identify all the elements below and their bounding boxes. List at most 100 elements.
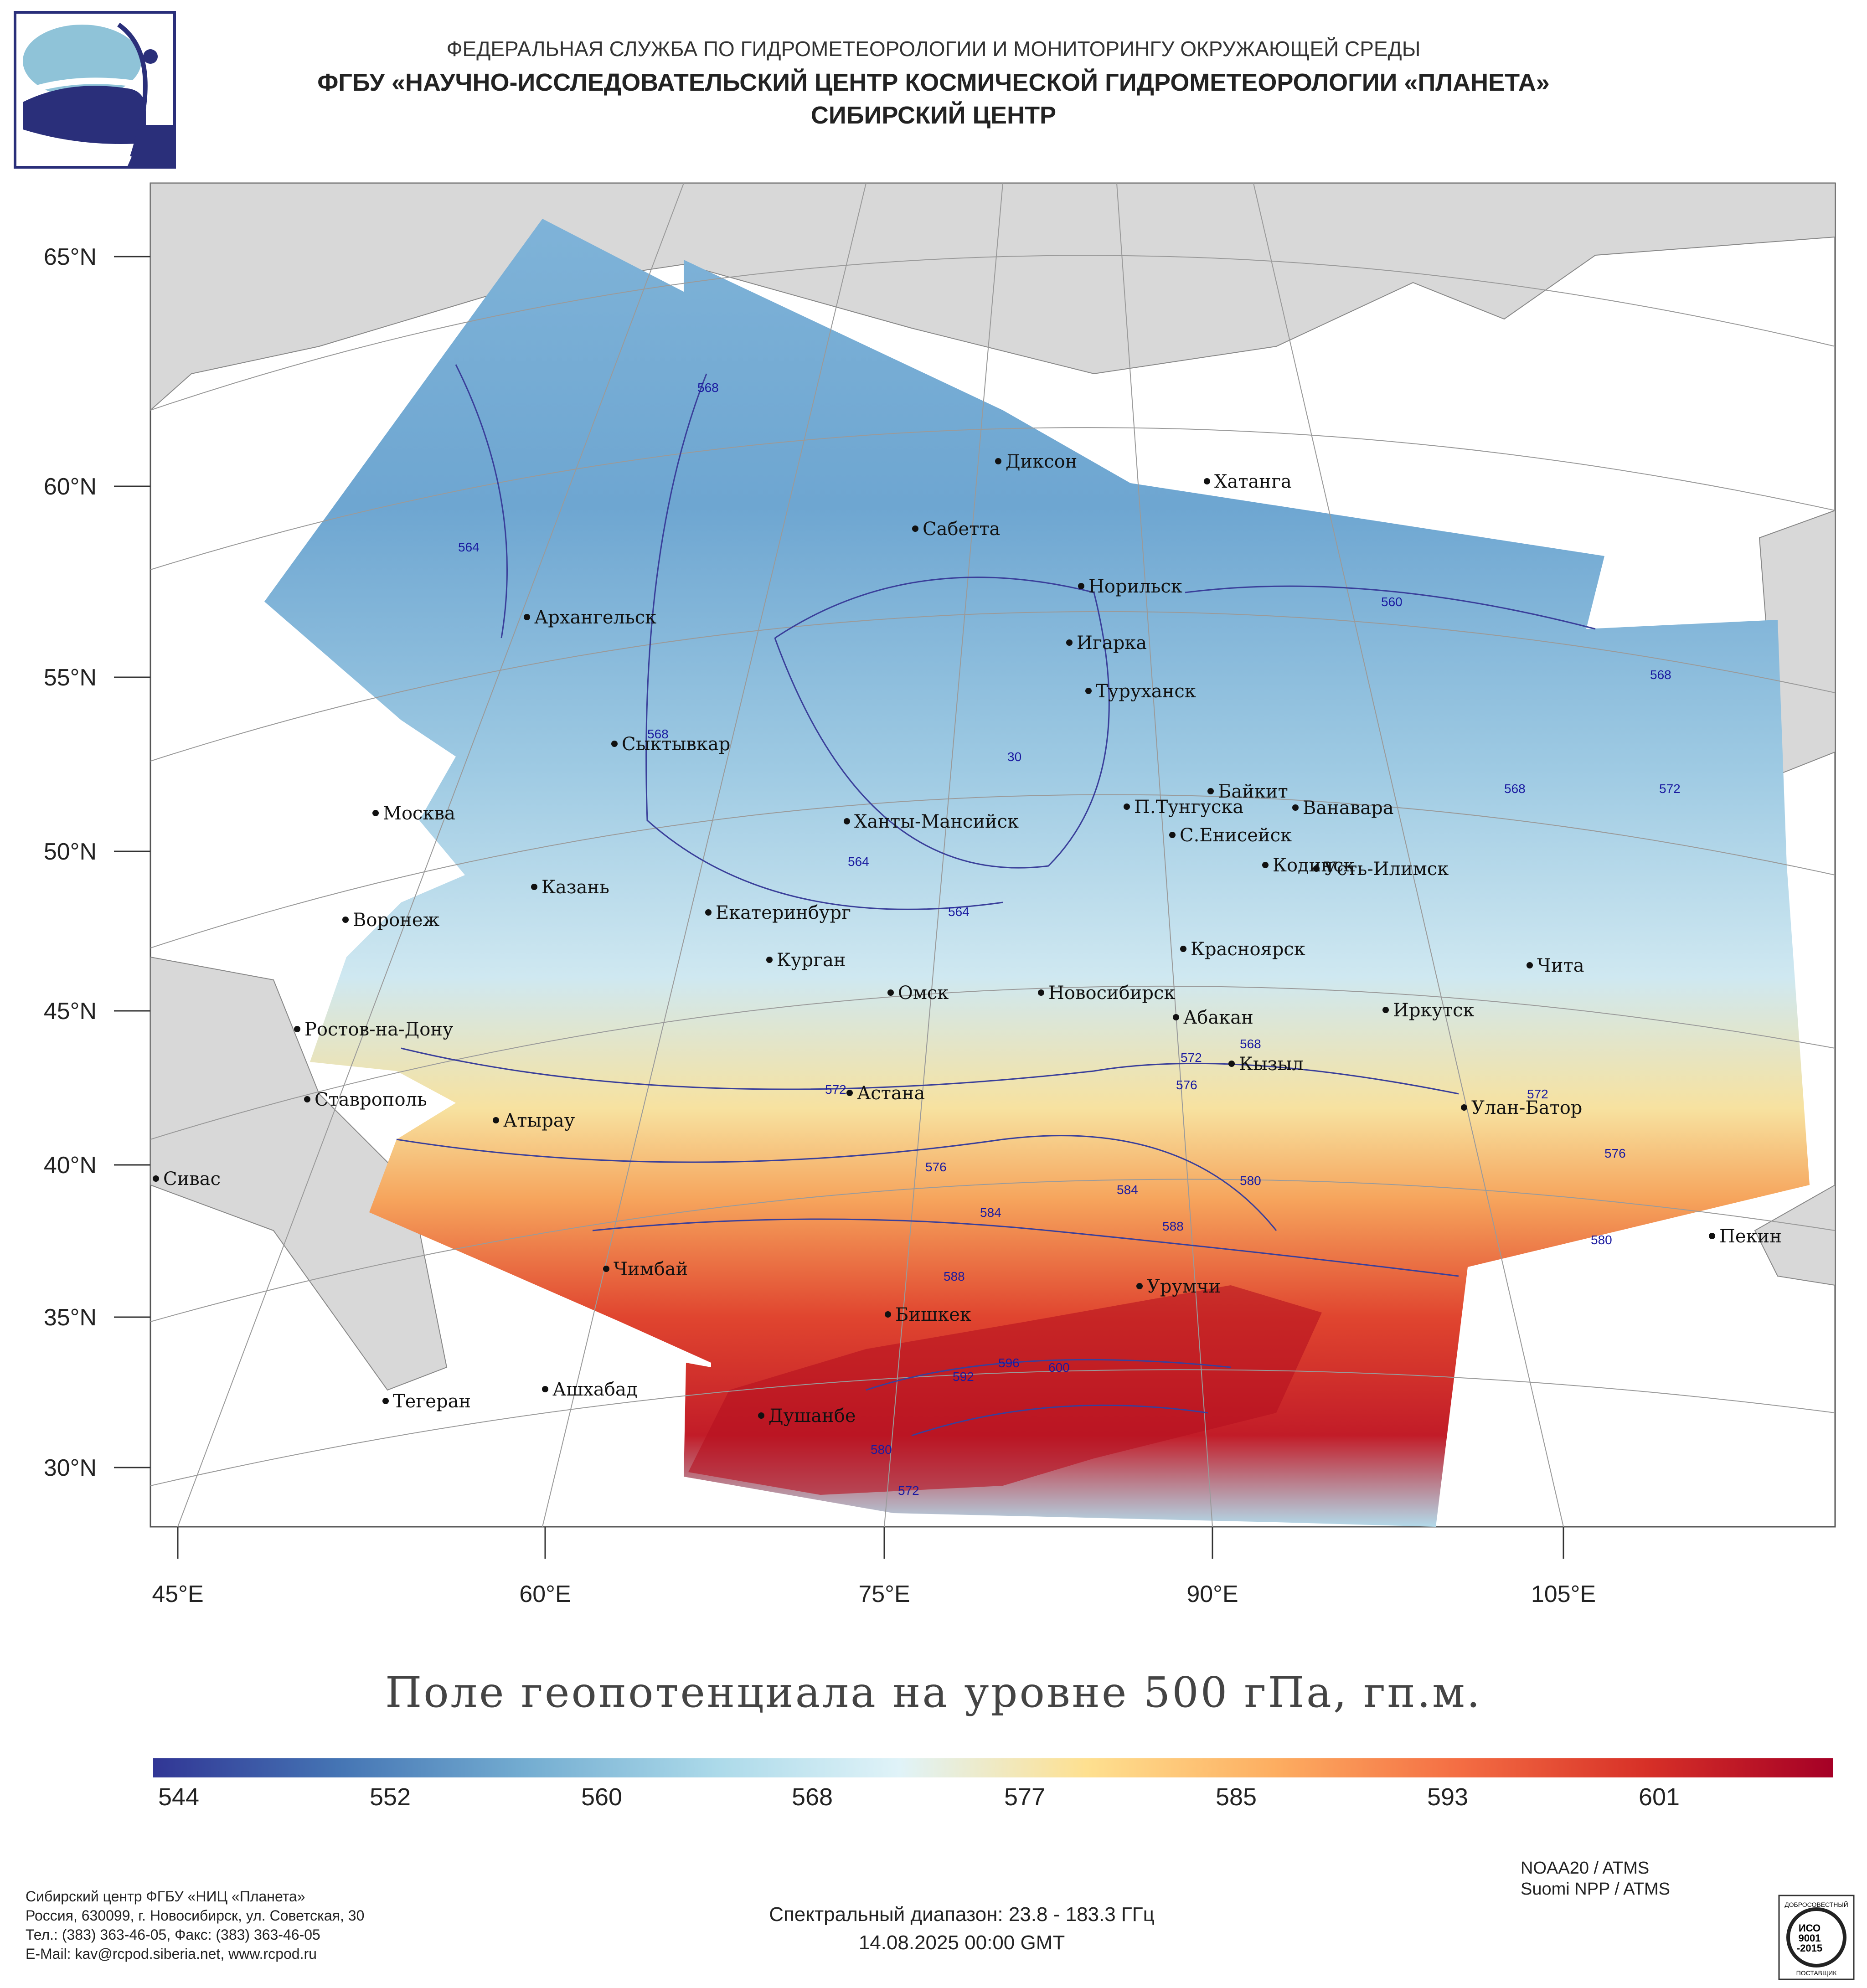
colorbar-tick-label: 585: [1215, 1783, 1257, 1811]
longitude-label: 105°E: [1531, 1581, 1596, 1607]
latitude-label: 65°N: [44, 244, 97, 270]
isoline-label: 572: [1181, 1051, 1202, 1065]
city-label: Туруханск: [1096, 681, 1196, 702]
isoline-label: 572: [898, 1483, 919, 1498]
city-dot: [1527, 962, 1533, 968]
city-dot: [1085, 688, 1092, 694]
city-label: Чимбай: [614, 1259, 688, 1280]
city-dot: [1078, 583, 1084, 589]
isoline-label: 568: [1650, 668, 1671, 682]
isoline-label: 580: [1240, 1174, 1261, 1188]
map-title: Поле геопотенциала на уровне 500 гПа, гп…: [385, 1668, 1482, 1717]
cert-year: -2015: [1797, 1942, 1822, 1954]
longitude-label: 75°E: [858, 1581, 910, 1607]
city-label: Красноярск: [1191, 939, 1305, 960]
city-dot: [1709, 1233, 1715, 1239]
city-label: Ставрополь: [315, 1089, 427, 1110]
city-label: Хатанга: [1214, 471, 1292, 492]
city-dot: [603, 1266, 609, 1272]
city-label: Душанбе: [768, 1406, 856, 1427]
isoline-label: 564: [848, 855, 869, 869]
geopotential-isolines: [396, 364, 1596, 1437]
high-core: [688, 1285, 1322, 1495]
city-label: Курган: [777, 950, 846, 971]
city-label: Архангельск: [534, 607, 656, 628]
cert-num: 9001: [1799, 1932, 1821, 1944]
city-label: Казань: [542, 877, 609, 898]
city-label: Омск: [898, 983, 949, 1004]
data-swath: [264, 219, 1810, 1527]
city-label: Ашхабад: [552, 1379, 637, 1400]
city-label: Абакан: [1183, 1007, 1253, 1028]
city-dot: [1180, 946, 1186, 952]
cert-iso: ИСО: [1799, 1922, 1821, 1934]
isoline-label: 576: [925, 1160, 947, 1174]
isoline-label: 584: [980, 1205, 1001, 1220]
isoline-label: 572: [825, 1082, 846, 1097]
colorbar-tick-label: 544: [158, 1783, 200, 1811]
city-dot: [1169, 832, 1176, 838]
city-dot: [1124, 803, 1130, 810]
city-dot: [611, 741, 618, 747]
city-dot: [1173, 1014, 1179, 1020]
isoline-label: 564: [458, 540, 480, 554]
cert-top: ДОБРОСОВЕСТНЫЙ: [1784, 1900, 1848, 1908]
city-dot: [524, 614, 530, 620]
address-line: Тел.: (383) 363-46-05, Факс: (383) 363-4…: [26, 1926, 320, 1943]
lat-ticks: [114, 256, 150, 1468]
address-line: Россия, 630099, г. Новосибирск, ул. Сове…: [26, 1907, 365, 1924]
city-label: П.Тунгуска: [1134, 797, 1243, 818]
land-mass: [1754, 1184, 1835, 1286]
latitude-label: 55°N: [44, 664, 97, 691]
satellite-info: NOAA20 / ATMS Suomi NPP / ATMS: [1521, 1858, 1670, 1900]
city-dot: [1292, 804, 1299, 811]
city-label: Новосибирск: [1048, 983, 1175, 1004]
city-dot: [294, 1026, 300, 1032]
isoline-label: 568: [1504, 782, 1526, 796]
isoline-label: 580: [1591, 1233, 1612, 1247]
city-dot: [705, 909, 712, 916]
city-label: Ханты-Мансийск: [854, 811, 1019, 832]
city-dot: [1204, 478, 1210, 484]
colorbar-tick-label: 552: [369, 1783, 411, 1811]
isoline-label: 572: [1659, 782, 1681, 796]
latitude-label: 45°N: [44, 998, 97, 1025]
city-dot: [758, 1412, 764, 1419]
city-label: Чита: [1537, 955, 1584, 976]
longitude-labels: 45°E 60°E 75°E 90°E 105°E: [152, 1581, 1596, 1607]
city-label: С.Енисейск: [1180, 825, 1292, 846]
city-dot: [542, 1386, 548, 1392]
city-label: Атырау: [503, 1110, 575, 1131]
city-dot: [493, 1117, 499, 1123]
city-label: Улан-Батор: [1471, 1097, 1582, 1118]
isoline-label: 580: [871, 1442, 892, 1457]
isoline-label: 576: [1176, 1078, 1197, 1092]
latitude-label: 60°N: [44, 474, 97, 500]
latitude-label: 50°N: [44, 839, 97, 865]
city-label: Москва: [383, 803, 455, 824]
city-label: Кызыл: [1239, 1054, 1304, 1075]
city-dot: [1207, 788, 1214, 794]
isoline-label: 588: [1162, 1219, 1184, 1233]
city-dot: [1066, 639, 1073, 646]
satellite-line: NOAA20 / ATMS: [1521, 1859, 1650, 1878]
isoline-labels: 568 564 568 564 564 30 560 568 568 572 5…: [458, 381, 1681, 1498]
isoline-label: 588: [944, 1269, 965, 1283]
isoline-label: 568: [697, 381, 719, 395]
city-dot: [846, 1090, 853, 1096]
city-dot: [1228, 1061, 1235, 1067]
longitude-label: 60°E: [519, 1581, 571, 1607]
city-label: Сыктывкар: [622, 734, 730, 755]
geopotential-map: 568 564 568 564 564 30 560 568 568 572 5…: [44, 182, 1836, 1607]
isoline-label: 568: [1240, 1037, 1261, 1051]
longitude-label: 90°E: [1186, 1581, 1238, 1607]
header-institute: ФГБУ «НАУЧНО-ИССЛЕДОВАТЕЛЬСКИЙ ЦЕНТР КОС…: [317, 69, 1550, 96]
city-label: Ростов-на-Дону: [304, 1019, 454, 1040]
isoline-label: 564: [948, 905, 970, 919]
city-dot: [304, 1096, 310, 1102]
graticule: [150, 183, 1835, 1527]
latitude-label: 30°N: [44, 1455, 97, 1481]
city-label: Астана: [857, 1083, 925, 1104]
city-label: Сивас: [163, 1169, 221, 1190]
latitude-labels: 65°N 60°N 55°N 50°N 45°N 40°N 35°N 30°N: [44, 244, 97, 1481]
